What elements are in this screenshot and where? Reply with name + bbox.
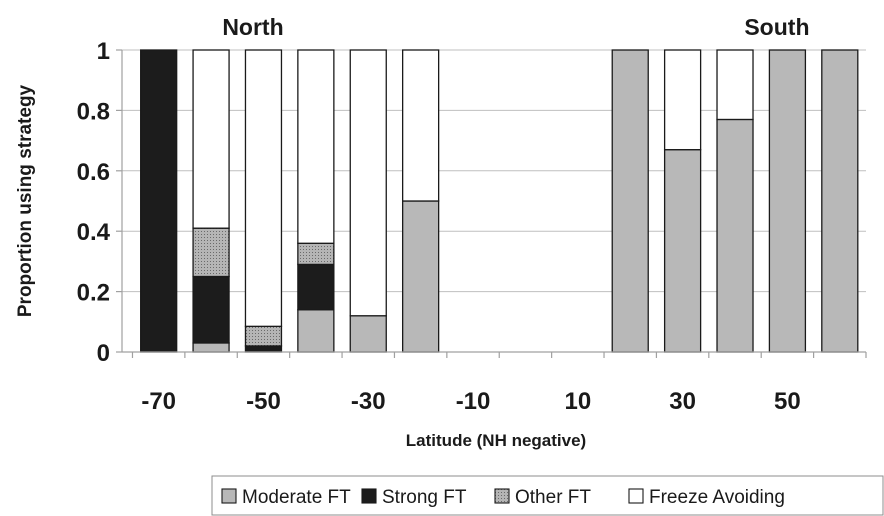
bar-segment-freeze-avoiding <box>401 49 440 202</box>
bar-segment-other-ft <box>244 325 283 347</box>
legend-label: Moderate FT <box>242 487 351 508</box>
x-tick-label: -30 <box>351 388 386 415</box>
annotations: North South <box>222 14 809 40</box>
y-tick-label: 0.8 <box>77 98 110 125</box>
y-tick-label: 0.2 <box>77 280 110 307</box>
y-tick-label: 0.4 <box>77 219 111 246</box>
bar-segment-freeze-avoiding <box>244 49 283 327</box>
annotation-south: South <box>744 14 809 40</box>
y-axis-label: Proportion using strategy <box>15 84 36 317</box>
bars <box>140 49 859 353</box>
x-tick-label: -70 <box>141 388 176 415</box>
legend-label: Other FT <box>515 487 591 508</box>
y-tick-labels: 0 0.2 0.4 0.6 0.8 1 <box>77 38 111 367</box>
bar-segment-strong-ft <box>140 49 178 353</box>
x-tick-label: 30 <box>669 388 696 415</box>
bar-segment-moderate-ft <box>663 149 702 353</box>
x-tick-label: 10 <box>564 388 591 415</box>
bar-segment-moderate-ft <box>192 342 230 353</box>
axes <box>116 49 867 358</box>
bar-segment-strong-ft <box>244 345 283 353</box>
gridlines <box>122 49 866 293</box>
x-tick-label: 50 <box>774 388 801 415</box>
x-axis-label: Latitude (NH negative) <box>406 431 586 450</box>
y-tick-label: 0.6 <box>77 159 110 186</box>
x-tick-label: -10 <box>456 388 491 415</box>
legend-swatch-other-ft <box>494 488 510 504</box>
bar-segment-freeze-avoiding <box>349 49 387 317</box>
bar-segment-freeze-avoiding <box>663 49 702 151</box>
bar-segment-freeze-avoiding <box>192 49 230 229</box>
bar-segment-moderate-ft <box>716 118 754 353</box>
legend-swatch-moderate-ft <box>221 488 237 504</box>
bar-segment-moderate-ft <box>821 49 859 353</box>
bar-segment-strong-ft <box>192 275 230 344</box>
bar-segment-moderate-ft <box>768 49 807 353</box>
legend: Moderate FT Strong FT Other FT Freeze Avoid… <box>211 475 884 516</box>
y-tick-label: 0 <box>97 340 110 367</box>
bar-segment-moderate-ft <box>297 309 335 353</box>
bar-segment-strong-ft <box>297 263 335 311</box>
bar-segment-moderate-ft <box>401 200 440 353</box>
bar-segment-other-ft <box>192 227 230 278</box>
legend-swatch-strong-ft <box>361 488 377 504</box>
x-tick-labels: -70 -50 -30 -10 10 30 50 <box>141 388 800 415</box>
bar-segment-moderate-ft <box>349 315 387 353</box>
annotation-north: North <box>222 14 283 40</box>
bar-segment-freeze-avoiding <box>716 49 754 121</box>
x-tick-label: -50 <box>246 388 281 415</box>
legend-label: Strong FT <box>382 487 467 508</box>
bar-segment-freeze-avoiding <box>297 49 335 244</box>
legend-swatch-freeze-avoiding <box>628 488 644 504</box>
legend-label: Freeze Avoiding <box>649 487 785 508</box>
legend-box <box>211 475 884 516</box>
bar-segment-moderate-ft <box>611 49 649 353</box>
y-tick-label: 1 <box>97 38 110 65</box>
bar-segment-other-ft <box>297 242 335 266</box>
